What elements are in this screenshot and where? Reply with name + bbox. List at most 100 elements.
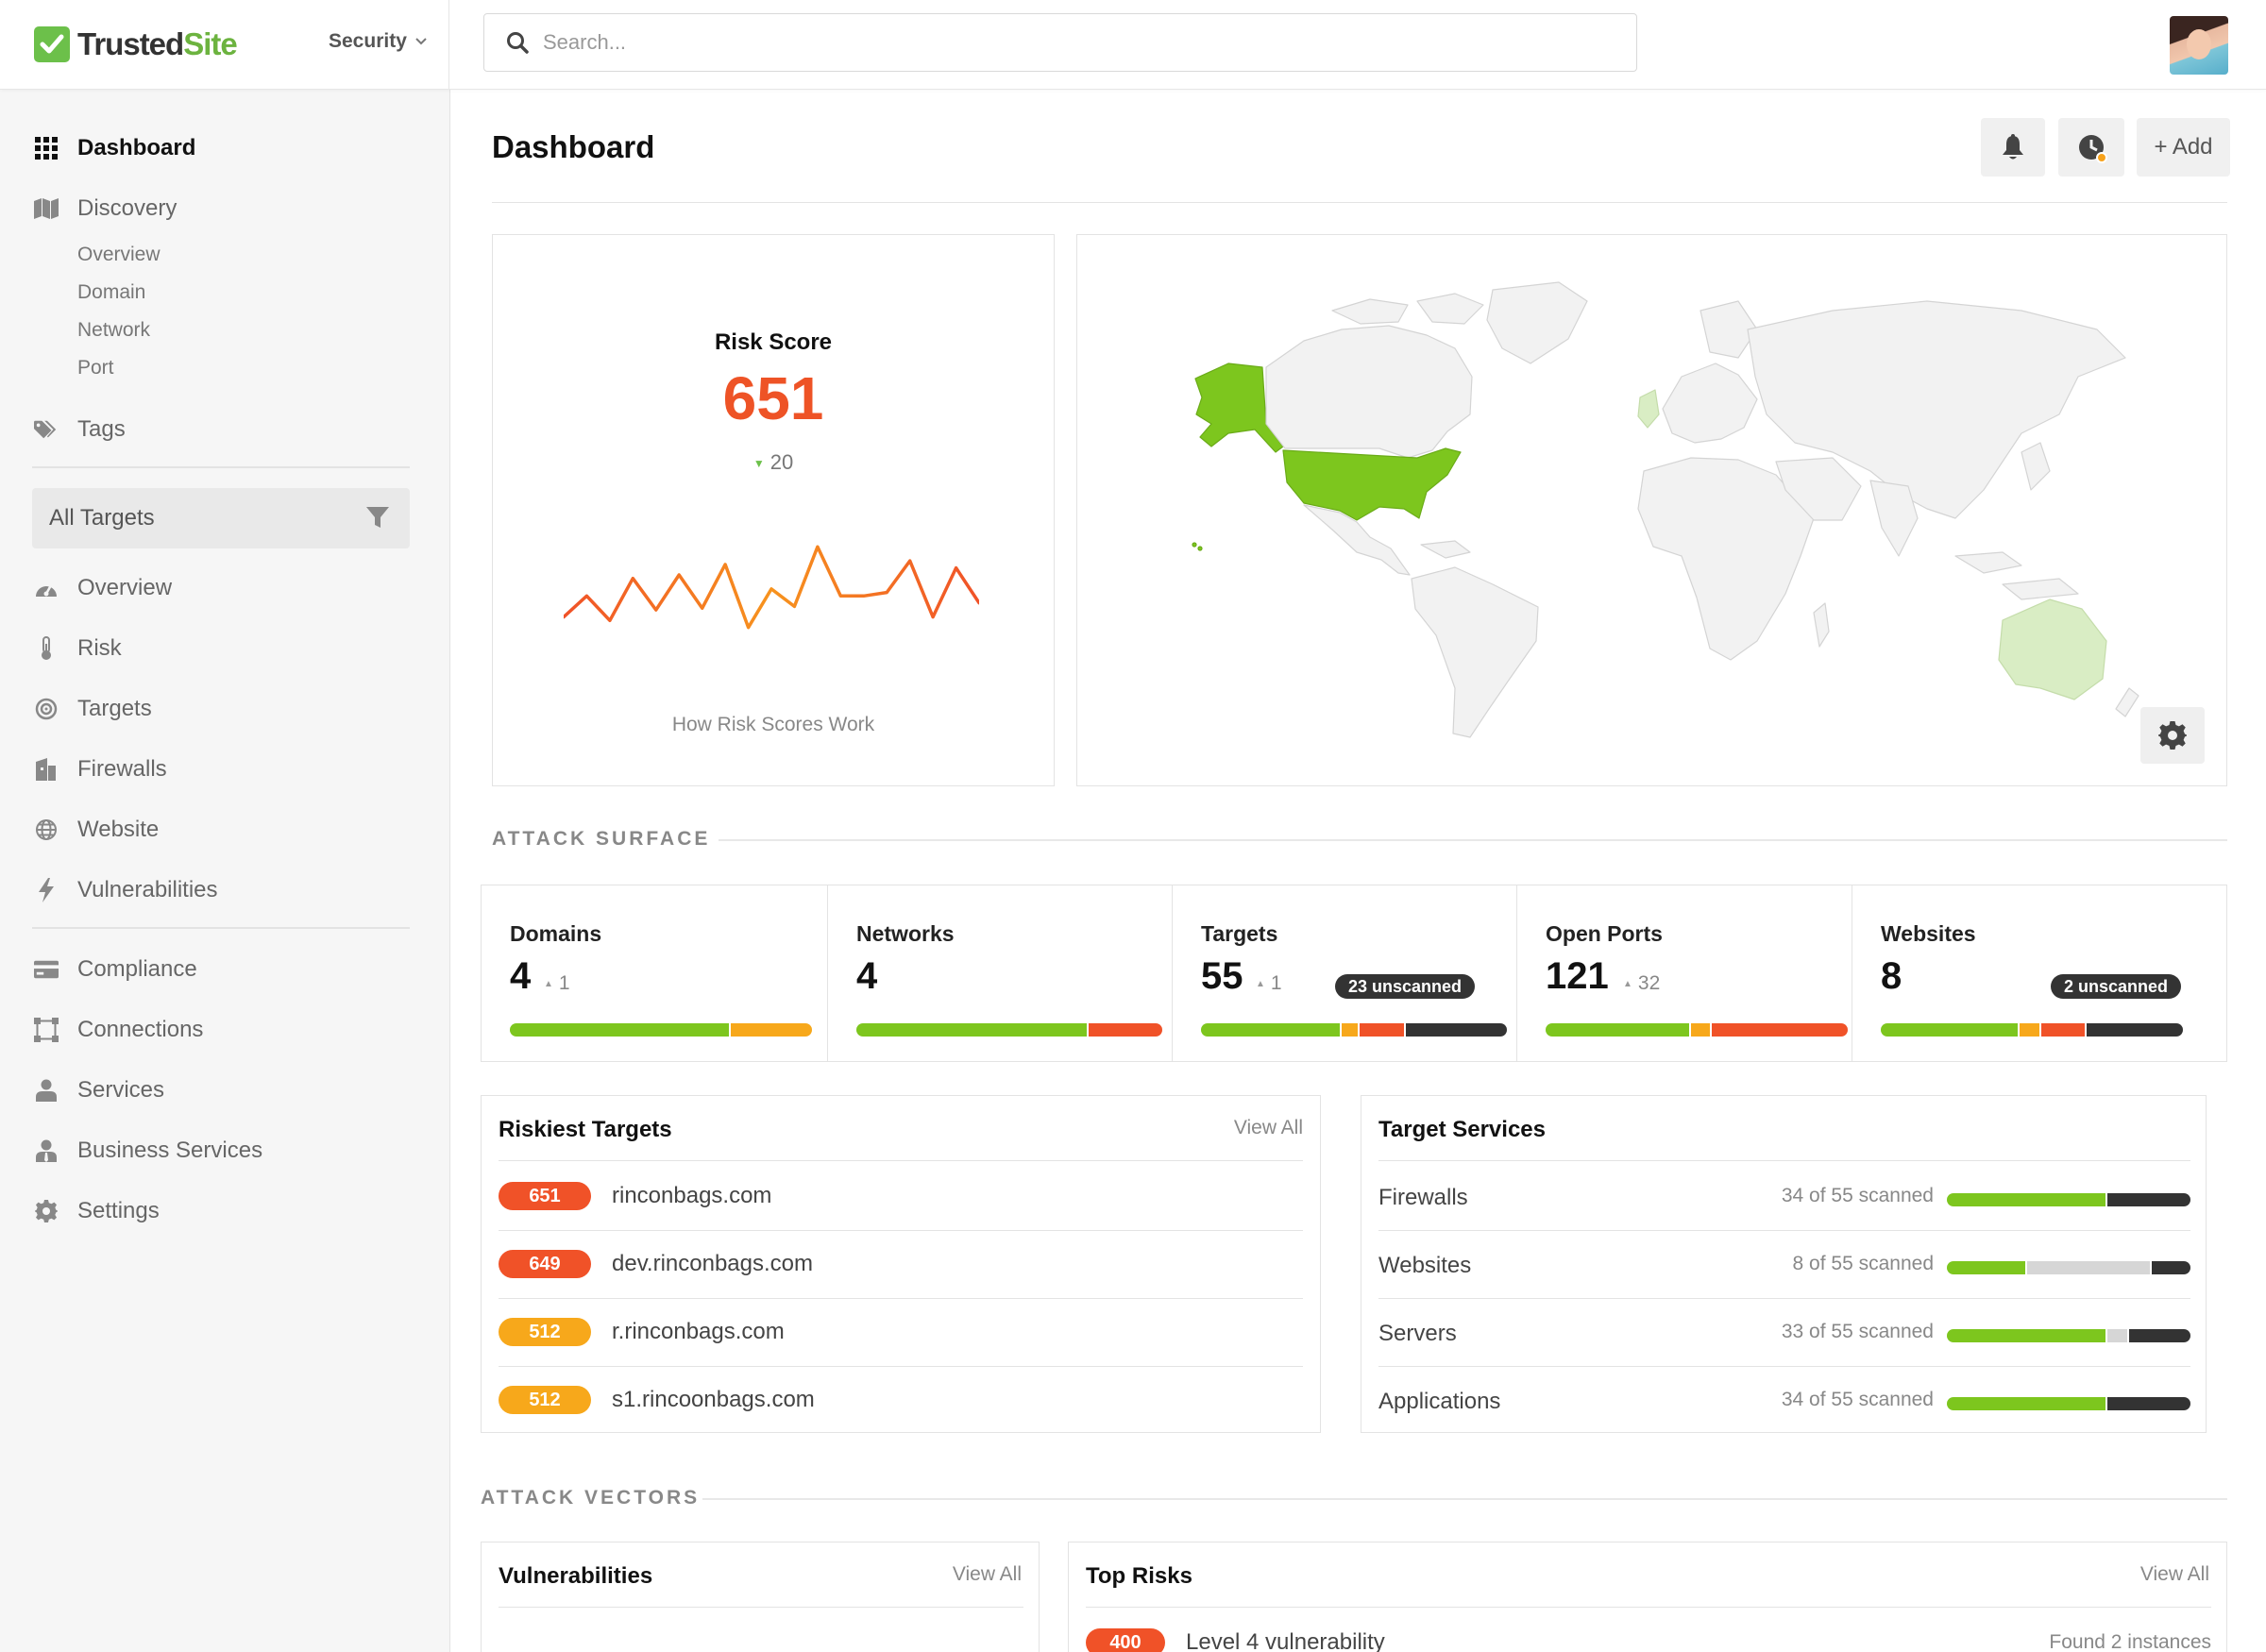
top-risks-panel: Top Risks View All 400 Level 4 vulnerabi…	[1068, 1542, 2227, 1652]
map-region-mexico	[1303, 504, 1411, 576]
target-name[interactable]: r.rinconbags.com	[612, 1319, 785, 1344]
funnel-icon	[366, 507, 389, 528]
panel-divider	[499, 1607, 1023, 1608]
sidebar-item-compliance[interactable]: Compliance	[34, 951, 197, 988]
view-all-link[interactable]: View All	[952, 1563, 1022, 1585]
bar-segment	[1406, 1023, 1507, 1037]
sidebar-item-risk[interactable]: Risk	[34, 630, 122, 667]
logo-text: TrustedSite	[77, 26, 238, 61]
product-dropdown[interactable]: Security	[329, 30, 428, 53]
row-divider	[1378, 1298, 2190, 1299]
gauge-icon	[34, 576, 59, 600]
avatar[interactable]	[2170, 16, 2228, 75]
target-name[interactable]: dev.rinconbags.com	[612, 1251, 813, 1276]
bar-segment	[1201, 1023, 1343, 1037]
stat-open-ports[interactable]: Open Ports 121 ▲ 32	[1517, 885, 1852, 1061]
panel-divider	[1378, 1160, 2190, 1161]
row-divider	[1378, 1366, 2190, 1367]
notifications-button[interactable]	[1981, 118, 2045, 177]
map-region-asia	[1747, 300, 2126, 519]
table-row[interactable]: 512 s1.rincoonbags.com	[499, 1366, 815, 1434]
stat-networks[interactable]: Networks 4	[828, 885, 1173, 1061]
sidebar-item-website[interactable]: Website	[34, 811, 159, 849]
sidebar-item-connections[interactable]: Connections	[34, 1011, 203, 1049]
sidebar-item-overview[interactable]: Overview	[34, 569, 172, 607]
sidebar-item-tags[interactable]: Tags	[34, 411, 126, 448]
triangle-up-icon: ▲	[1256, 978, 1265, 989]
stat-value: 4	[510, 955, 532, 997]
sidebar-item-label: Tags	[77, 416, 126, 442]
how-risk-scores-work-link[interactable]: How Risk Scores Work	[671, 714, 875, 735]
unscanned-badge[interactable]: 2 unscanned	[2051, 974, 2182, 999]
risk-score-label: Risk Score	[714, 329, 833, 355]
row-divider	[499, 1366, 1303, 1367]
service-row[interactable]: Applications 34 of 55 scanned	[1378, 1366, 2190, 1434]
stat-delta: ▲ 1	[1256, 972, 1282, 995]
map-region-south-america	[1411, 566, 1539, 738]
bar-segment	[1360, 1023, 1407, 1037]
risk-score-value: 651	[722, 364, 824, 432]
connections-icon	[34, 1018, 59, 1042]
bar-segment	[2107, 1193, 2190, 1206]
bar-segment	[1947, 1261, 2028, 1274]
table-row[interactable]: 512 r.rinconbags.com	[499, 1298, 785, 1366]
service-row[interactable]: Websites 8 of 55 scanned	[1378, 1230, 2190, 1298]
sidebar-item-settings[interactable]: Settings	[34, 1192, 160, 1230]
all-targets-filter[interactable]: All Targets	[32, 488, 410, 548]
stat-domains[interactable]: Domains 4 ▲ 1	[482, 885, 828, 1061]
title-divider	[492, 202, 2227, 203]
map-settings-button[interactable]	[2140, 707, 2205, 764]
table-row[interactable]: 400 Level 4 vulnerability Found 2 instan…	[1086, 1609, 2211, 1652]
add-button[interactable]: + Add	[2137, 118, 2230, 177]
filter-label: All Targets	[49, 505, 155, 531]
section-divider	[719, 839, 2227, 841]
stat-label: Targets	[1201, 921, 1278, 946]
sidebar-item-services[interactable]: Services	[34, 1071, 164, 1109]
view-all-link[interactable]: View All	[2139, 1563, 2209, 1585]
map-region-greenland	[1486, 281, 1588, 364]
service-row[interactable]: Firewalls 34 of 55 scanned	[1378, 1162, 2190, 1230]
sidebar-item-firewalls[interactable]: Firewalls	[34, 750, 167, 788]
sidebar-item-business-services[interactable]: Business Services	[34, 1132, 262, 1170]
stat-bar	[1201, 1023, 1507, 1037]
row-divider	[1378, 1230, 2190, 1231]
search-input[interactable]	[543, 30, 1581, 55]
trustedsite-logo[interactable]: TrustedSite	[34, 25, 238, 64]
service-row[interactable]: Servers 33 of 55 scanned	[1378, 1298, 2190, 1366]
activity-button[interactable]	[2058, 118, 2124, 177]
check-icon	[34, 26, 70, 62]
score-badge: 651	[499, 1182, 591, 1210]
sidebar-item-dashboard[interactable]: Dashboard	[34, 129, 195, 167]
view-all-link[interactable]: View All	[1233, 1117, 1303, 1138]
search-box[interactable]	[483, 13, 1637, 72]
stat-delta-value: 1	[558, 972, 570, 994]
target-name[interactable]: rinconbags.com	[612, 1183, 772, 1208]
stat-websites[interactable]: Websites 8 2 unscanned	[1852, 885, 2226, 1061]
sidebar-sub-domain[interactable]: Domain	[77, 281, 146, 303]
map-region-usa	[1282, 447, 1462, 521]
world-map[interactable]	[1172, 273, 2154, 745]
sidebar-sub-overview[interactable]: Overview	[77, 244, 161, 265]
map-region-australia	[1998, 598, 2107, 700]
map-icon	[34, 196, 59, 221]
target-name[interactable]: s1.rincoonbags.com	[612, 1387, 815, 1412]
found-instances: Found 2 instances	[2049, 1631, 2211, 1652]
world-map-card	[1076, 234, 2227, 786]
table-row[interactable]: 649 dev.rinconbags.com	[499, 1230, 813, 1298]
unscanned-badge[interactable]: 23 unscanned	[1335, 974, 1476, 999]
table-row[interactable]: 651 rinconbags.com	[499, 1162, 771, 1230]
sidebar-item-targets[interactable]: Targets	[34, 690, 152, 728]
sidebar-sub-port[interactable]: Port	[77, 357, 114, 379]
sidebar-item-vulnerabilities[interactable]: Vulnerabilities	[34, 871, 218, 909]
sidebar-item-label: Risk	[77, 635, 122, 661]
bar-segment	[1947, 1329, 2108, 1342]
sparkline-path	[564, 545, 979, 630]
stat-targets[interactable]: Targets 55 ▲ 1 23 unscanned	[1173, 885, 1517, 1061]
bar-segment	[730, 1023, 812, 1037]
stat-bar	[1881, 1023, 2183, 1037]
sidebar-sub-network[interactable]: Network	[77, 319, 151, 341]
risk-name[interactable]: Level 4 vulnerability	[1186, 1629, 1385, 1652]
gear-icon	[34, 1199, 59, 1223]
globe-icon	[34, 818, 59, 842]
sidebar-item-discovery[interactable]: Discovery	[34, 190, 177, 228]
